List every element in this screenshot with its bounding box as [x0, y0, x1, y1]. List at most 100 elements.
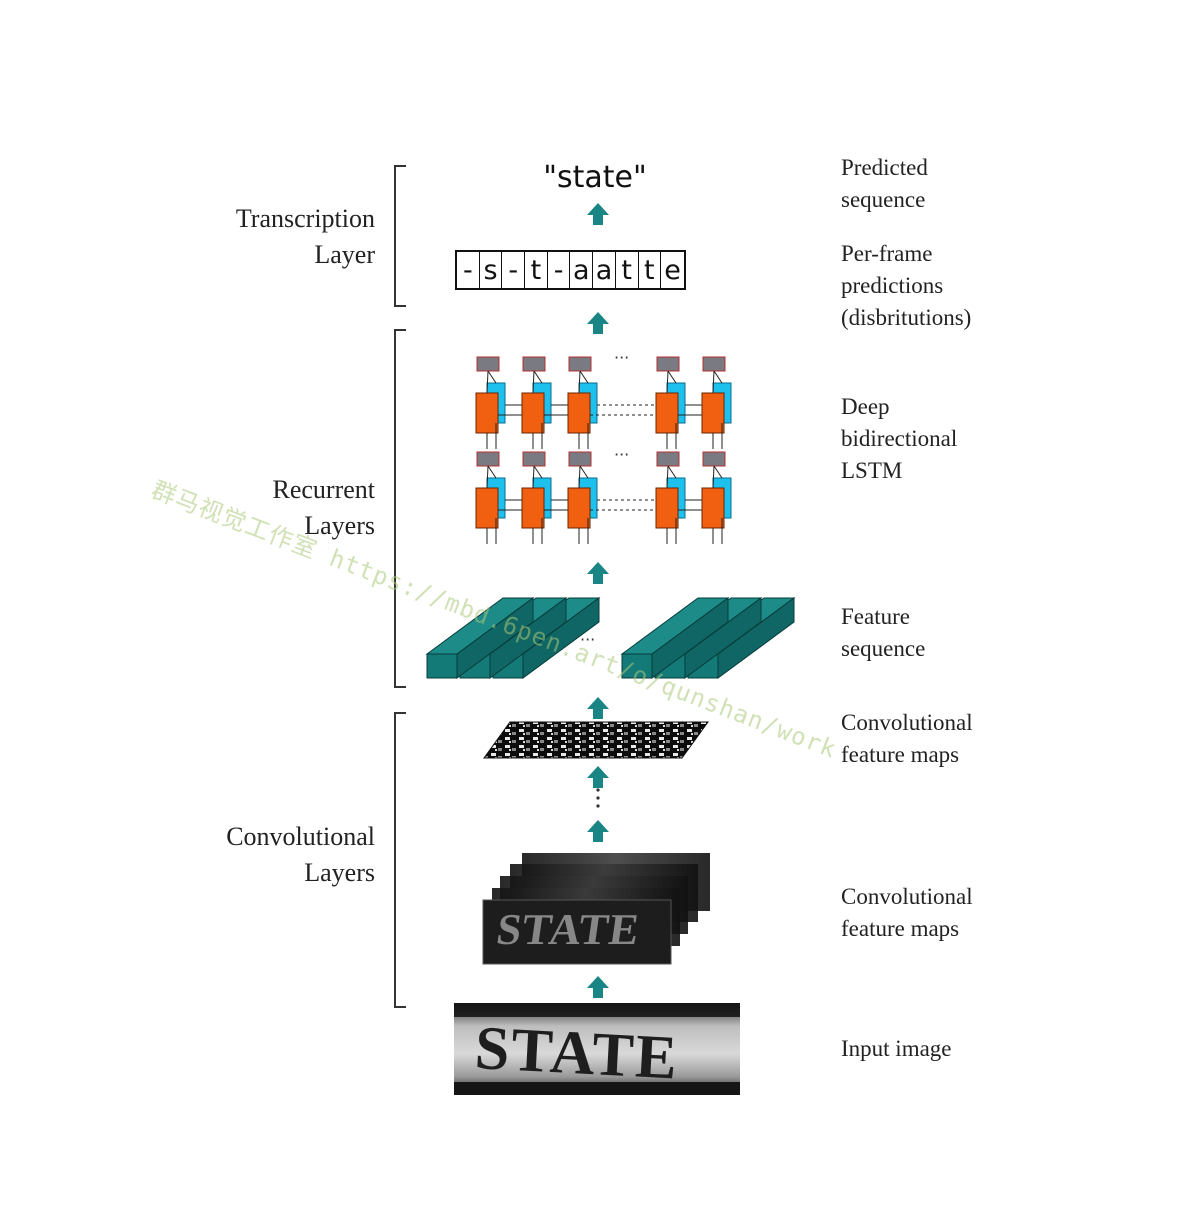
flow-arrows — [587, 203, 609, 998]
lstm-forward-cell — [521, 487, 545, 529]
input-image — [454, 1003, 740, 1095]
lstm-forward-cell — [701, 392, 725, 434]
input-image-label: Input image — [841, 1033, 952, 1065]
label-line: Transcription — [235, 204, 375, 233]
lstm-connection — [666, 465, 669, 489]
ellipsis-dot — [596, 788, 600, 792]
recurrent-layers-label: Recurrent Layers — [272, 472, 375, 544]
ellipsis-dot — [596, 804, 600, 808]
lstm-connection — [712, 370, 715, 394]
up-arrow-icon — [587, 820, 609, 842]
label-line: bidirectional — [841, 426, 958, 451]
frame-cell: - — [457, 252, 480, 288]
conv-feature-maps-top-label: Convolutional feature maps — [841, 707, 973, 771]
label-line: LSTM — [841, 458, 903, 483]
frame-cell: - — [548, 252, 571, 288]
predicted-sequence-label: Predicted sequence — [841, 152, 928, 216]
lstm-output-unit — [476, 356, 500, 372]
lstm-forward-cell — [521, 392, 545, 434]
feature-ellipsis: ··· — [580, 630, 596, 649]
lstm-forward-cell — [655, 392, 679, 434]
up-arrow-icon — [587, 697, 609, 719]
lstm-connection — [713, 370, 723, 384]
lstm-connection — [486, 370, 489, 394]
per-frame-predictions-box: - s - t - a a t t e — [455, 250, 686, 290]
deep-bidirectional-lstm-label: Deep bidirectional LSTM — [841, 391, 957, 487]
frame-cell: t — [616, 252, 639, 288]
convolutional-layers-label: Convolutional Layers — [226, 819, 375, 891]
lstm-connection — [533, 370, 543, 384]
lstm-connection — [533, 465, 543, 479]
lstm-output-unit — [522, 356, 546, 372]
per-frame-predictions-label: Per-frame predictions (disbritutions) — [841, 238, 971, 334]
lstm-output-unit — [656, 356, 680, 372]
feature-sequence-label: Feature sequence — [841, 601, 925, 665]
lstm-connection — [532, 370, 535, 394]
lstm-forward-cell — [567, 392, 591, 434]
label-line: Deep — [841, 394, 890, 419]
label-line: Per-frame — [841, 241, 933, 266]
label-line: Layer — [314, 240, 375, 269]
lstm-connection — [578, 370, 581, 394]
conv-feature-maps-bottom-label: Convolutional feature maps — [841, 881, 973, 945]
ellipsis-dot — [596, 796, 600, 800]
feature-column-front — [621, 653, 653, 679]
lstm-connection — [487, 465, 497, 479]
feature-sequence-columns — [425, 597, 796, 679]
lstm-connection — [579, 370, 589, 384]
label-line: (disbritutions) — [841, 305, 972, 330]
lstm-connection — [578, 465, 581, 489]
label-line: Convolutional — [841, 884, 973, 909]
lstm-forward-cell — [655, 487, 679, 529]
feature-column-front — [426, 653, 458, 679]
lstm-output-unit — [522, 451, 546, 467]
conv-stack-text: STATE — [493, 905, 644, 954]
lstm-connection — [712, 465, 715, 489]
transcription-layer-label: Transcription Layer — [236, 201, 375, 273]
lstm-output-unit — [702, 451, 726, 467]
lstm-connection — [486, 465, 489, 489]
lstm-forward-cell — [475, 392, 499, 434]
up-arrow-icon — [587, 312, 609, 334]
up-arrow-icon — [587, 766, 609, 788]
label-line: feature maps — [841, 742, 960, 767]
label-line: feature maps — [841, 916, 960, 941]
label-line: sequence — [841, 187, 926, 212]
lstm-output-unit — [476, 451, 500, 467]
frame-cell: a — [593, 252, 616, 288]
label-line: Input image — [841, 1036, 952, 1061]
recurrent-bracket — [394, 329, 406, 688]
input-image-text: STATE — [473, 1014, 681, 1093]
lstm-output-unit — [656, 451, 680, 467]
up-arrow-icon — [587, 203, 609, 225]
frame-cell: e — [664, 254, 681, 286]
convolutional-bracket — [394, 712, 406, 1008]
lstm-output-unit — [568, 451, 592, 467]
label-line: Feature — [841, 604, 910, 629]
frame-cell: t — [525, 252, 548, 288]
frame-cell: s — [480, 252, 503, 288]
lstm-connection — [667, 465, 677, 479]
label-line: predictions — [841, 273, 944, 298]
frame-cell: - — [502, 252, 526, 288]
lstm-forward-cell — [701, 487, 725, 529]
lstm-connection — [666, 370, 669, 394]
frame-cell: t — [639, 252, 662, 288]
bidirectional-lstm-grid — [475, 356, 732, 544]
label-line: sequence — [841, 636, 926, 661]
conv-feature-maps-stack — [482, 853, 710, 965]
frame-cell: a — [570, 252, 594, 288]
label-line: Layers — [304, 858, 375, 887]
up-arrow-icon — [587, 976, 609, 998]
up-arrow-icon — [587, 562, 609, 584]
predicted-sequence-text: "state" — [543, 160, 647, 195]
lstm-forward-cell — [567, 487, 591, 529]
lstm-connection — [532, 465, 535, 489]
label-line: Convolutional — [841, 710, 973, 735]
lstm-output-unit — [702, 356, 726, 372]
conv-feature-map-top — [483, 721, 709, 759]
label-line: Predicted — [841, 155, 928, 180]
lstm-ellipsis-middle: ··· — [614, 445, 630, 464]
lstm-output-unit — [568, 356, 592, 372]
